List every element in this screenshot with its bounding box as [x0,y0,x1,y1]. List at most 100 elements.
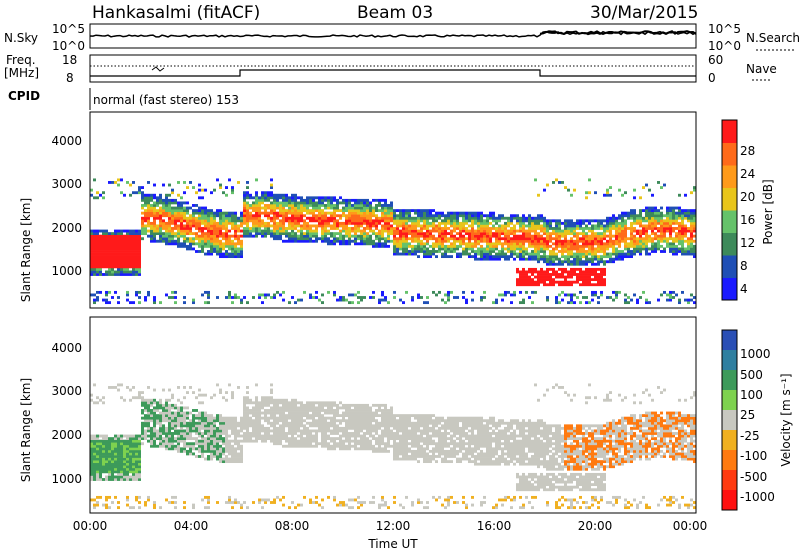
power-cell [393,229,396,233]
power-cell [612,214,615,218]
power-cell [600,219,603,223]
velocity-cell [162,406,165,410]
power-cell [327,206,330,210]
power-cell [645,216,648,220]
power-cell [678,250,681,253]
velocity-cell [90,434,93,438]
power-cell [501,224,504,228]
power-cell [555,273,558,276]
power-cell [474,234,477,238]
velocity-cell [258,432,261,435]
velocity-cell [99,460,102,464]
power-cell [348,211,351,215]
power-cell [501,255,504,259]
velocity-cell [282,401,285,405]
power-cell [633,219,636,223]
power-cell [153,296,156,299]
power-cell [534,239,537,243]
power-cell [99,252,102,256]
velocity-cell [153,503,156,507]
power-cell [93,298,96,302]
velocity-cell [246,416,249,420]
power-cell [123,242,126,246]
velocity-cell [213,447,216,451]
power-cell [597,280,600,284]
power-cell [516,219,519,223]
power-cell [210,214,213,218]
power-cell [396,214,399,218]
velocity-cell [273,406,276,410]
power-cell [591,267,594,271]
power-cell [93,234,96,238]
power-cell [435,211,438,215]
power-cell [252,201,255,205]
power-cell [519,229,522,233]
power-cell [210,224,213,228]
velocity-cell [246,506,249,510]
velocity-cell [144,403,147,407]
power-cell [537,234,540,238]
power-cell [393,211,396,215]
power-cell [255,201,258,205]
power-cell [567,229,570,233]
velocity-cell [171,393,174,397]
power-cell [186,206,189,210]
power-cell [93,260,96,264]
power-cell [663,229,666,233]
power-cell [489,214,492,218]
power-cell [624,298,627,302]
velocity-cell [222,449,225,453]
velocity-cell [234,426,237,430]
power-cell [117,296,120,299]
power-cell [675,206,678,210]
velocity-cell [135,434,138,438]
power-cell [207,211,210,215]
power-cell [270,209,273,213]
velocity-cell [222,437,225,441]
power-cell [651,239,654,243]
power-cell [369,214,372,218]
velocity-cell [231,501,234,504]
power-cell [189,214,192,218]
power-cell [441,247,444,251]
velocity-cell [237,442,240,446]
velocity-cell [174,403,177,407]
velocity-cell [165,409,168,412]
power-cell [585,242,588,246]
power-cell [618,234,621,238]
velocity-cell [243,416,246,420]
power-cell [201,229,204,233]
velocity-cell [123,434,126,438]
velocity-cell [219,457,222,461]
power-cell [186,224,189,228]
power-cell [318,214,321,218]
power-cell [99,247,102,251]
power-cell [174,224,177,228]
power-cell [324,216,327,220]
power-cell [273,211,276,215]
power-cell [135,237,138,241]
velocity-cell [222,460,225,464]
power-cell [462,221,465,225]
velocity-cell [186,416,189,420]
power-cell [585,260,588,264]
power-cell [264,229,267,233]
velocity-cell [159,401,162,405]
velocity-cell [165,437,168,441]
power-cell [165,242,168,246]
power-cell [234,252,237,256]
power-cell [570,301,573,305]
power-cell [363,214,366,218]
velocity-cell [123,447,126,451]
power-cell [123,262,126,266]
velocity-cell [111,444,114,448]
power-cell [96,250,99,253]
power-cell [390,239,393,243]
velocity-cell [207,416,210,420]
power-cell [420,234,423,238]
power-cell [210,239,213,243]
power-cell [117,247,120,251]
velocity-cell [117,465,120,469]
power-cell [660,232,663,236]
velocity-cell [285,414,288,418]
